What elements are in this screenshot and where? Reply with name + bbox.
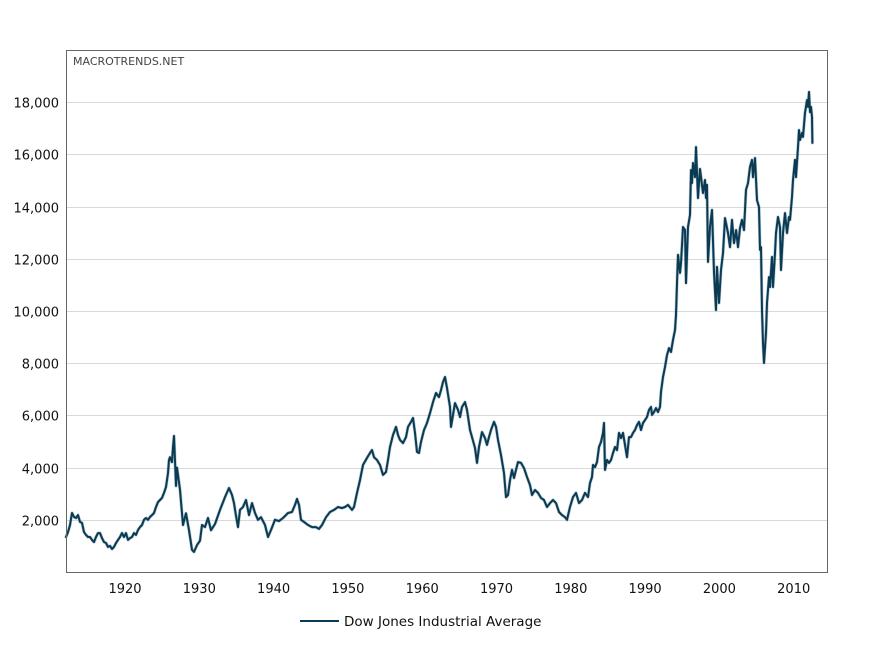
y-tick-label-18000: 18,000 <box>14 97 60 112</box>
x-tick-label-2000: 2000 <box>703 582 736 597</box>
y-tick-label-4000: 4,000 <box>22 463 59 478</box>
y-tick-label-6000: 6,000 <box>22 410 59 425</box>
y-axis-tick-labels: 2,000 4,000 6,000 8,000 10,000 12,000 14,000 16… <box>14 97 60 530</box>
y-tick-label-16000: 16,000 <box>14 149 60 164</box>
y-gridlines <box>66 102 827 521</box>
x-tick-label-1920: 1920 <box>108 582 141 597</box>
plot-frame <box>66 50 828 573</box>
x-tick-label-1930: 1930 <box>183 582 216 597</box>
x-tick-label-1970: 1970 <box>480 582 513 597</box>
legend-label-dow-jones: Dow Jones Industrial Average <box>344 614 541 630</box>
x-tick-label-1990: 1990 <box>629 582 662 597</box>
y-tick-label-2000: 2,000 <box>22 515 59 530</box>
x-tick-label-2010: 2010 <box>777 582 810 597</box>
x-tick-label-1980: 1980 <box>554 582 587 597</box>
y-tick-label-12000: 12,000 <box>14 254 60 269</box>
legend[interactable]: Dow Jones Industrial Average <box>300 614 541 630</box>
x-tick-label-1960: 1960 <box>406 582 439 597</box>
series-line-halo <box>64 90 814 554</box>
x-tick-label-1950: 1950 <box>331 582 364 597</box>
x-tick-label-1940: 1940 <box>257 582 290 597</box>
y-tick-label-14000: 14,000 <box>14 202 60 217</box>
series-line-dow-jones <box>65 91 814 553</box>
x-axis-tick-labels: 1920 1930 1940 1950 1960 1970 1980 1990 2000 2010 <box>108 582 810 597</box>
watermark-label: MACROTRENDS.NET <box>73 55 184 68</box>
y-tick-label-8000: 8,000 <box>22 358 59 373</box>
y-tick-label-10000: 10,000 <box>14 306 60 321</box>
series-group <box>64 90 814 554</box>
